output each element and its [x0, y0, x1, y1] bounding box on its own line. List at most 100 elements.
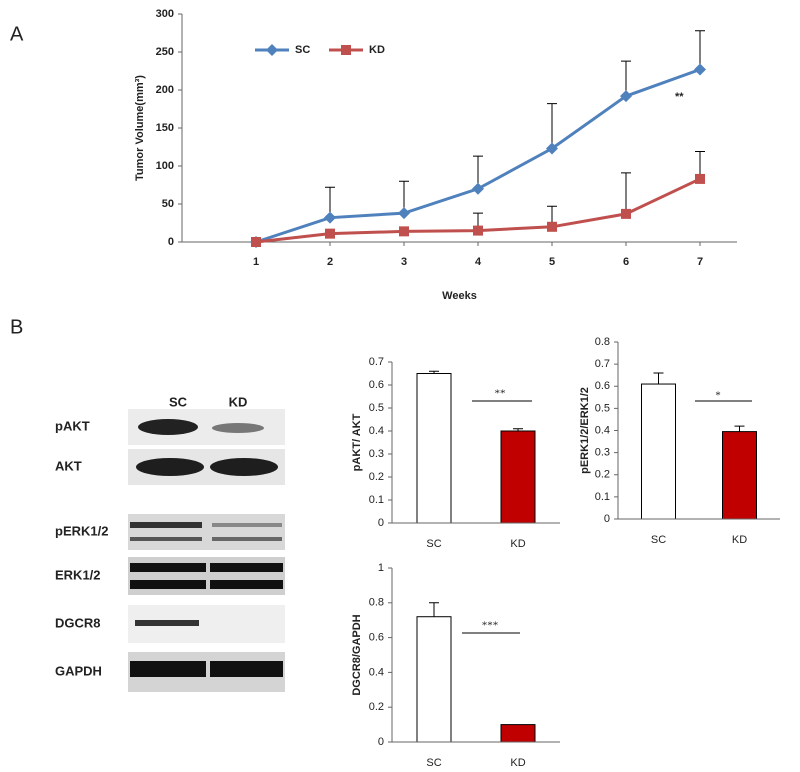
row-label: DGCR8	[55, 615, 101, 630]
y-tick-label: 0.6	[369, 379, 384, 391]
x-tick-label: 1	[253, 256, 259, 268]
y-tick-label: 0.5	[369, 402, 384, 414]
band	[210, 661, 283, 677]
row-label: ERK1/2	[55, 567, 101, 582]
bar	[722, 431, 757, 520]
y-tick-label: 0.6	[595, 380, 610, 392]
band	[130, 537, 202, 541]
error-bar	[429, 602, 439, 617]
legend-marker	[266, 44, 278, 56]
panel-label: B	[10, 316, 23, 338]
error-bar	[621, 172, 631, 214]
marker	[621, 208, 631, 219]
marker	[547, 221, 557, 232]
error-bar	[653, 372, 664, 385]
y-tick-label: 300	[156, 8, 174, 20]
marker	[546, 142, 558, 155]
y-tick-label: 0.8	[595, 336, 610, 348]
bar	[500, 724, 536, 743]
band	[130, 661, 206, 677]
y-axis-label: Tumor Volume(mm³)	[134, 75, 146, 181]
y-tick-label: 50	[162, 198, 174, 210]
marker	[324, 211, 336, 224]
legend-marker	[341, 45, 351, 55]
legend-label: SC	[295, 44, 310, 56]
error-bar	[734, 425, 745, 432]
band	[212, 423, 264, 433]
x-axis-label: Weeks	[442, 290, 477, 302]
x-tick-label: 4	[475, 256, 482, 268]
bar	[416, 616, 452, 743]
annotation: *	[715, 390, 721, 402]
x-tick-label: 6	[623, 256, 629, 268]
band	[210, 580, 283, 589]
blot-strip	[128, 557, 285, 595]
row-label: pERK1/2	[55, 523, 108, 538]
annotation: **	[495, 388, 506, 400]
x-tick-label: SC	[426, 538, 441, 550]
annotation: **	[675, 91, 684, 103]
y-tick-label: 0	[604, 513, 610, 525]
band	[212, 537, 282, 541]
x-tick-label: 5	[549, 256, 555, 268]
error-bar	[695, 30, 705, 70]
y-tick-label: 0.4	[595, 424, 610, 436]
marker	[694, 63, 706, 76]
y-tick-label: 0.6	[369, 632, 384, 644]
row-label: GAPDH	[55, 663, 102, 678]
y-axis-label: pERK1/2/ERK1/2	[579, 387, 591, 474]
bar	[641, 383, 676, 520]
y-tick-label: 0.1	[369, 494, 384, 506]
y-tick-label: 0.4	[369, 666, 384, 678]
y-tick-label: 0.7	[369, 356, 384, 368]
x-tick-label: 3	[401, 256, 407, 268]
x-tick-label: 2	[327, 256, 333, 268]
marker	[472, 182, 484, 195]
y-tick-label: 0.2	[369, 701, 384, 713]
band	[136, 458, 204, 476]
y-tick-label: 0.3	[369, 448, 384, 460]
x-tick-label: KD	[510, 538, 525, 550]
row-label: AKT	[55, 458, 82, 473]
band	[210, 563, 283, 572]
band	[130, 580, 206, 589]
y-tick-label: 100	[156, 160, 174, 172]
band	[130, 563, 206, 572]
y-tick-label: 0.2	[595, 469, 610, 481]
marker	[325, 228, 335, 239]
band	[212, 523, 282, 527]
lane-label: KD	[229, 394, 248, 409]
y-tick-label: 250	[156, 46, 174, 58]
row-label: pAKT	[55, 418, 90, 433]
x-tick-label: KD	[732, 534, 747, 546]
y-tick-label: 0.8	[369, 597, 384, 609]
marker	[399, 226, 409, 237]
legend-label: KD	[369, 44, 385, 56]
x-tick-label: SC	[651, 534, 666, 546]
y-tick-label: 0	[168, 236, 174, 248]
blot-strip	[128, 514, 285, 550]
y-tick-label: 0.3	[595, 447, 610, 459]
y-axis-label: pAKT/ AKT	[351, 413, 363, 471]
marker	[695, 173, 705, 184]
lane-label: SC	[169, 394, 188, 409]
band	[130, 522, 202, 528]
band	[138, 419, 198, 435]
y-tick-label: 0.7	[595, 358, 610, 370]
y-tick-label: 0	[378, 736, 384, 748]
error-bar	[547, 103, 557, 149]
y-tick-label: 0.2	[369, 471, 384, 483]
bar	[416, 373, 452, 524]
x-tick-label: SC	[426, 757, 441, 769]
x-tick-label: KD	[510, 757, 525, 769]
marker	[473, 225, 483, 236]
panel-label: A	[10, 23, 24, 45]
y-tick-label: 0.1	[595, 491, 610, 503]
y-tick-label: 150	[156, 122, 174, 134]
band	[210, 458, 278, 476]
y-tick-label: 1	[378, 562, 384, 574]
y-tick-label: 0.4	[369, 425, 384, 437]
annotation: ***	[482, 620, 499, 632]
y-axis-label: DGCR8/GAPDH	[351, 614, 363, 695]
